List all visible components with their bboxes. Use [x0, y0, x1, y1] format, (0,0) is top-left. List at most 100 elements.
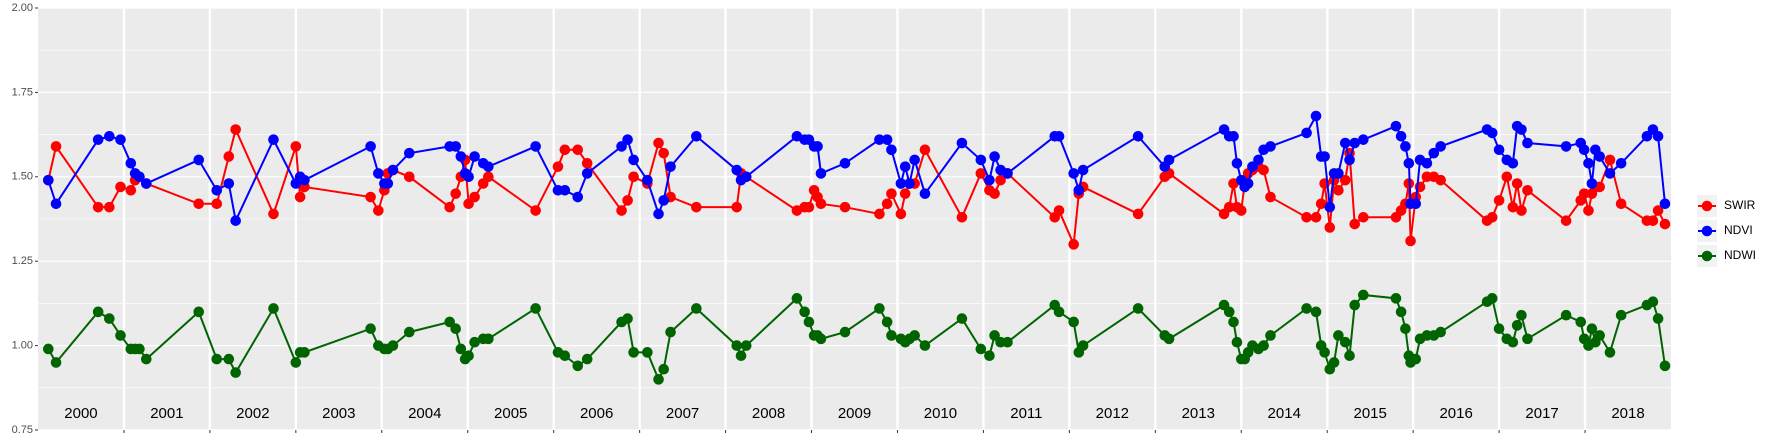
data-point [989, 151, 1000, 162]
data-point [975, 343, 987, 355]
data-point [989, 330, 1000, 341]
data-point [642, 174, 653, 186]
data-point [1493, 144, 1505, 156]
data-point [1560, 215, 1572, 226]
data-point [956, 137, 968, 149]
data-point [1339, 336, 1351, 348]
data-point [904, 178, 915, 189]
data-point [92, 134, 104, 145]
data-point [125, 185, 137, 196]
data-point [455, 343, 467, 355]
data-point [463, 171, 474, 183]
data-point [665, 161, 676, 172]
data-point [1604, 347, 1616, 358]
data-point [230, 215, 241, 226]
data-point [1652, 205, 1664, 216]
data-point [1410, 198, 1422, 210]
data-point [1652, 313, 1664, 324]
data-point [1053, 205, 1065, 216]
data-point [1228, 316, 1239, 328]
data-point [444, 201, 455, 213]
data-point [1068, 316, 1079, 328]
data-point [1265, 191, 1276, 203]
data-point [1349, 137, 1361, 149]
data-point [839, 157, 851, 169]
data-point [299, 174, 310, 186]
data-point [1349, 218, 1361, 230]
data-point [1073, 185, 1085, 196]
data-point [1344, 350, 1355, 362]
data-point [365, 191, 376, 203]
data-point [731, 164, 743, 176]
data-point [628, 347, 639, 358]
data-point [874, 134, 885, 145]
data-point [1310, 110, 1322, 122]
year-label: 2011 [1010, 405, 1042, 422]
data-point [1604, 154, 1616, 166]
data-point [628, 154, 639, 166]
y-tick-label: 1.50 [12, 171, 33, 183]
data-point [735, 350, 747, 362]
data-point [552, 161, 564, 172]
data-point [616, 141, 627, 152]
data-point [1578, 144, 1590, 156]
data-point [1421, 157, 1433, 169]
data-point [469, 336, 480, 348]
year-label: 2010 [924, 405, 957, 422]
data-point [223, 151, 235, 162]
data-point [812, 141, 823, 152]
data-point [691, 130, 702, 142]
data-point [1560, 309, 1572, 321]
data-point [43, 343, 54, 355]
data-point [909, 154, 920, 166]
data-point [1301, 212, 1312, 223]
data-point [387, 340, 399, 351]
data-point [1310, 212, 1322, 223]
data-point [1435, 174, 1446, 186]
data-point [1163, 333, 1175, 345]
data-point [1511, 178, 1523, 189]
data-point [1516, 205, 1527, 216]
data-point [956, 212, 968, 223]
data-point [874, 303, 885, 314]
legend-label: NDWI [1724, 248, 1756, 262]
data-point [1560, 141, 1572, 152]
legend-key-point [1701, 200, 1713, 212]
data-point [469, 151, 480, 162]
data-point [1390, 120, 1402, 132]
data-point [1428, 147, 1440, 159]
data-point [1641, 130, 1653, 142]
data-point [483, 171, 494, 183]
data-point [1522, 185, 1533, 196]
data-point [268, 134, 279, 145]
data-point [622, 313, 633, 324]
data-point [886, 188, 897, 199]
data-point [1247, 161, 1258, 172]
data-point [455, 151, 467, 162]
data-point [653, 374, 664, 385]
data-point [1586, 323, 1598, 335]
data-point [1652, 130, 1664, 142]
data-point [1231, 157, 1243, 169]
data-point [1507, 157, 1519, 169]
data-point [92, 306, 104, 318]
data-point [815, 198, 827, 210]
data-point [1319, 151, 1330, 162]
data-point [1068, 239, 1079, 250]
data-point [665, 326, 676, 338]
data-point [365, 141, 376, 152]
data-point [1228, 130, 1239, 142]
data-point [1339, 174, 1351, 186]
data-point [1344, 154, 1355, 166]
data-point [1511, 320, 1523, 331]
data-point [1578, 188, 1590, 199]
data-point [1328, 357, 1340, 368]
data-point [211, 185, 223, 196]
data-point [1435, 141, 1446, 152]
data-point [1333, 185, 1344, 196]
data-point [691, 201, 702, 213]
data-point [881, 316, 893, 328]
data-point [403, 147, 415, 159]
